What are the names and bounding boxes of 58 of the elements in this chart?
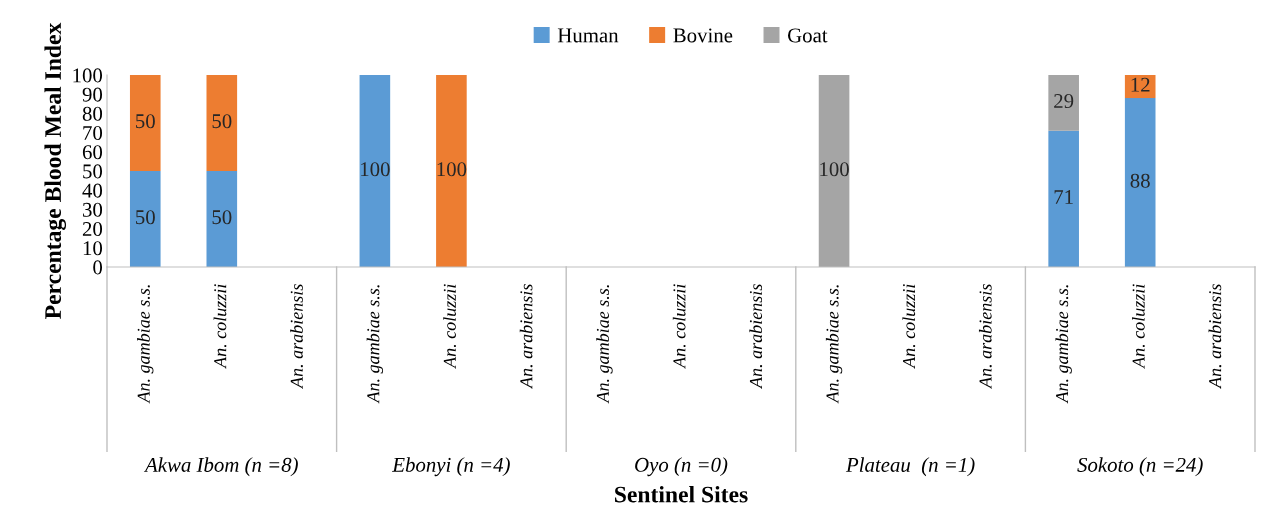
bar bbox=[1124, 75, 1156, 99]
text: Oyo (n =0) bbox=[635, 457, 728, 477]
y-tick-label: 100 bbox=[73, 68, 103, 83]
y-tick-label: 20 bbox=[82, 221, 103, 237]
bar bbox=[206, 75, 238, 171]
y-tick-label: 10 bbox=[83, 241, 103, 256]
x-tick-label: An. gambiae s.s. bbox=[1055, 285, 1072, 404]
y-tick-label: 30 bbox=[83, 202, 103, 217]
x-axis-title: Sentinel Sites bbox=[615, 485, 748, 503]
y-tick-label: 80 bbox=[82, 106, 103, 121]
y-tick-label: 70 bbox=[83, 125, 103, 141]
data-label: 88 bbox=[1130, 173, 1150, 188]
x-tick-label: An. arabiensis bbox=[978, 284, 992, 389]
bar bbox=[129, 171, 161, 267]
data-label: 50 bbox=[136, 210, 155, 225]
legend-label: Goat bbox=[787, 28, 828, 43]
text: Akwa Ibom (n =8) bbox=[143, 457, 298, 477]
data-label: 71 bbox=[1054, 190, 1073, 204]
text: Ebonyi (n =4) bbox=[392, 457, 510, 477]
y-tick-label: 60 bbox=[82, 145, 103, 160]
x-tick-label: An. coluzzii bbox=[213, 284, 227, 369]
x-tick-label: An. arabiensis bbox=[519, 284, 533, 389]
bar bbox=[1124, 98, 1156, 267]
y-tick-label: 40 bbox=[82, 183, 103, 198]
x-tick-label: An. arabiensis bbox=[749, 284, 763, 389]
legend-label: Bovine bbox=[673, 28, 733, 43]
y-tick-label: 90 bbox=[82, 87, 103, 102]
data-label: 12 bbox=[1131, 77, 1150, 92]
x-tick-label: An. arabiensis bbox=[290, 284, 303, 389]
bar bbox=[129, 75, 161, 171]
bar bbox=[1048, 75, 1079, 131]
x-tick-label: An. coluzzii bbox=[902, 284, 916, 369]
y-axis-title: Percentage Blood Meal Index bbox=[44, 22, 67, 319]
x-tick-label: An. coluzzii bbox=[1132, 284, 1145, 369]
legend-label: Human bbox=[557, 28, 619, 43]
x-tick-label: An. coluzzii bbox=[672, 284, 686, 369]
x-tick-label: An. gambiae s.s. bbox=[137, 285, 154, 404]
data-label: 100 bbox=[820, 162, 849, 177]
bar bbox=[206, 171, 238, 267]
x-tick-label: An. gambiae s.s. bbox=[596, 285, 613, 404]
y-tick-label: 50 bbox=[83, 164, 103, 179]
x-tick-label: An. coluzzii bbox=[443, 284, 456, 369]
x-tick-label: An. arabiensis bbox=[1208, 284, 1222, 389]
bar bbox=[436, 75, 467, 267]
data-label: 50 bbox=[212, 210, 232, 225]
bar bbox=[359, 75, 391, 267]
data-label: 50 bbox=[212, 114, 232, 129]
data-label: 100 bbox=[361, 162, 390, 177]
data-label: 29 bbox=[1054, 94, 1074, 109]
bar bbox=[818, 75, 850, 267]
data-label: 50 bbox=[136, 114, 155, 129]
bar bbox=[1048, 130, 1079, 267]
text: Plateau (n =1) bbox=[845, 457, 975, 477]
y-tick-label: 0 bbox=[93, 260, 103, 275]
data-label: 100 bbox=[437, 162, 467, 177]
x-tick-label: An. gambiae s.s. bbox=[366, 285, 384, 404]
text: Sokoto (n =24) bbox=[1077, 457, 1203, 477]
x-tick-label: An. gambiae s.s. bbox=[825, 285, 843, 404]
